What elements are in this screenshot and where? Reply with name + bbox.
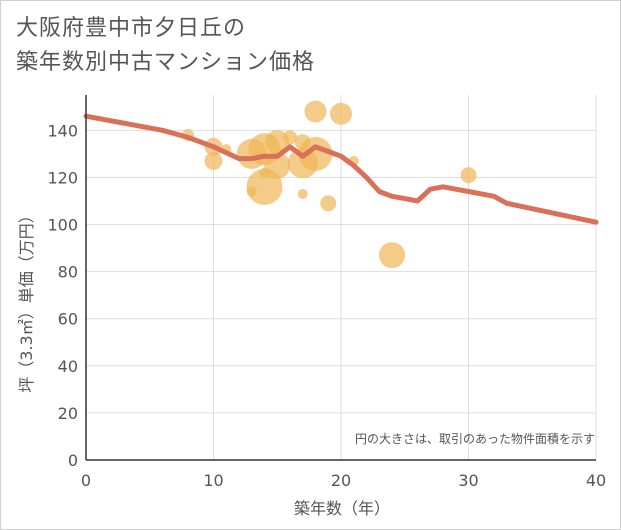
data-bubble <box>304 100 327 123</box>
data-bubble <box>330 102 352 125</box>
y-tick-label: 20 <box>58 404 78 423</box>
trend-line <box>83 113 599 225</box>
x-axis-label: 築年数（年） <box>294 499 390 518</box>
title-line-2: 築年数別中古マンション価格 <box>16 50 316 75</box>
y-tick-label: 40 <box>58 357 78 376</box>
grid-lines <box>86 95 597 460</box>
chart-title: 大阪府豊中市夕日丘の 築年数別中古マンション価格 <box>16 12 315 80</box>
y-tick-label: 100 <box>47 216 78 235</box>
data-bubble <box>460 167 477 184</box>
x-tick-label: 20 <box>331 471 351 490</box>
y-tick-label: 80 <box>58 263 78 282</box>
data-bubble <box>264 152 291 179</box>
y-tick-label: 0 <box>68 451 78 470</box>
x-tick-label: 40 <box>586 471 606 490</box>
data-bubble <box>297 188 308 199</box>
y-tick-label: 140 <box>47 121 78 140</box>
data-bubble <box>204 151 223 170</box>
title-line-1: 大阪府豊中市夕日丘の <box>16 16 247 41</box>
data-bubble <box>379 242 405 269</box>
y-tick-label: 120 <box>47 168 78 187</box>
x-tick-label: 0 <box>81 471 91 490</box>
data-bubble <box>283 130 297 145</box>
data-bubble <box>298 136 333 171</box>
y-tick-label: 60 <box>58 310 78 329</box>
bubble-layer <box>182 100 477 269</box>
data-bubble <box>320 195 337 212</box>
bubble-size-note: 円の大きさは、取引のあった物件面積を示す <box>354 432 595 446</box>
y-axis-label: 坪（3.3㎡）単価（万円） <box>17 207 36 392</box>
tick-labels: 0 20 40 60 80 100 120 140 0 10 20 30 40 <box>47 121 606 490</box>
x-tick-label: 30 <box>458 471 478 490</box>
x-tick-label: 10 <box>203 471 223 490</box>
axes <box>85 95 596 461</box>
